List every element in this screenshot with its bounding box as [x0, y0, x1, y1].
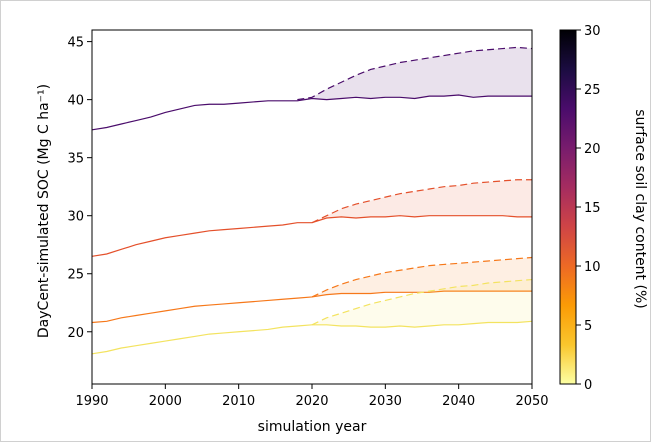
colorbar-tick-label: 30 — [584, 24, 601, 39]
axes: 1990 2000 2010 2020 2030 2040 2050 20 25 30 35 40 45 — [67, 29, 549, 409]
x-axis-label: simulation year — [258, 419, 367, 435]
y-tick-label: 20 — [67, 326, 84, 341]
series-2-band — [312, 179, 532, 223]
y-tick-label: 45 — [67, 36, 84, 51]
colorbar-tick-label: 25 — [584, 83, 601, 98]
colorbar-tick-label: 10 — [584, 260, 601, 275]
x-tick-label: 2010 — [222, 394, 255, 409]
series-3-band — [312, 257, 532, 297]
colorbar-label: surface soil clay content (%) — [632, 109, 648, 308]
colorbar-tick-label: 15 — [584, 201, 601, 216]
series-2-scenario-line — [311, 179, 532, 224]
y-tick-label: 35 — [67, 152, 84, 167]
x-tick-label: 2000 — [149, 394, 182, 409]
series-4-scenario-line — [311, 278, 533, 326]
colorbar-tick-label: 0 — [584, 378, 592, 393]
colorbar-tick-label: 20 — [584, 142, 601, 157]
y-axis-label: DayCent-simulated SOC (Mg C ha⁻¹) — [36, 84, 52, 338]
series-4-band — [312, 279, 532, 328]
series-1-band — [297, 47, 532, 101]
x-tick-label: 2030 — [369, 394, 402, 409]
colorbar-tick-label: 5 — [584, 319, 592, 334]
x-tick-label: 2050 — [515, 394, 548, 409]
series-3-scenario-line — [311, 256, 533, 298]
x-tick-label: 2020 — [295, 394, 328, 409]
y-tick-label: 25 — [67, 268, 84, 283]
y-tick-label: 40 — [67, 94, 84, 109]
x-tick-label: 2040 — [442, 394, 475, 409]
x-tick-label: 1990 — [75, 394, 108, 409]
series-2-baseline-line — [91, 215, 532, 257]
series-1-baseline-line — [91, 94, 532, 131]
series-1-scenario-line — [297, 46, 533, 101]
colorbar-gradient — [559, 29, 577, 385]
colorbar: 0 5 10 15 20 25 30 — [559, 24, 601, 393]
plot-area — [91, 46, 533, 355]
series-4-baseline-line — [91, 320, 533, 355]
y-tick-label: 30 — [67, 210, 84, 225]
